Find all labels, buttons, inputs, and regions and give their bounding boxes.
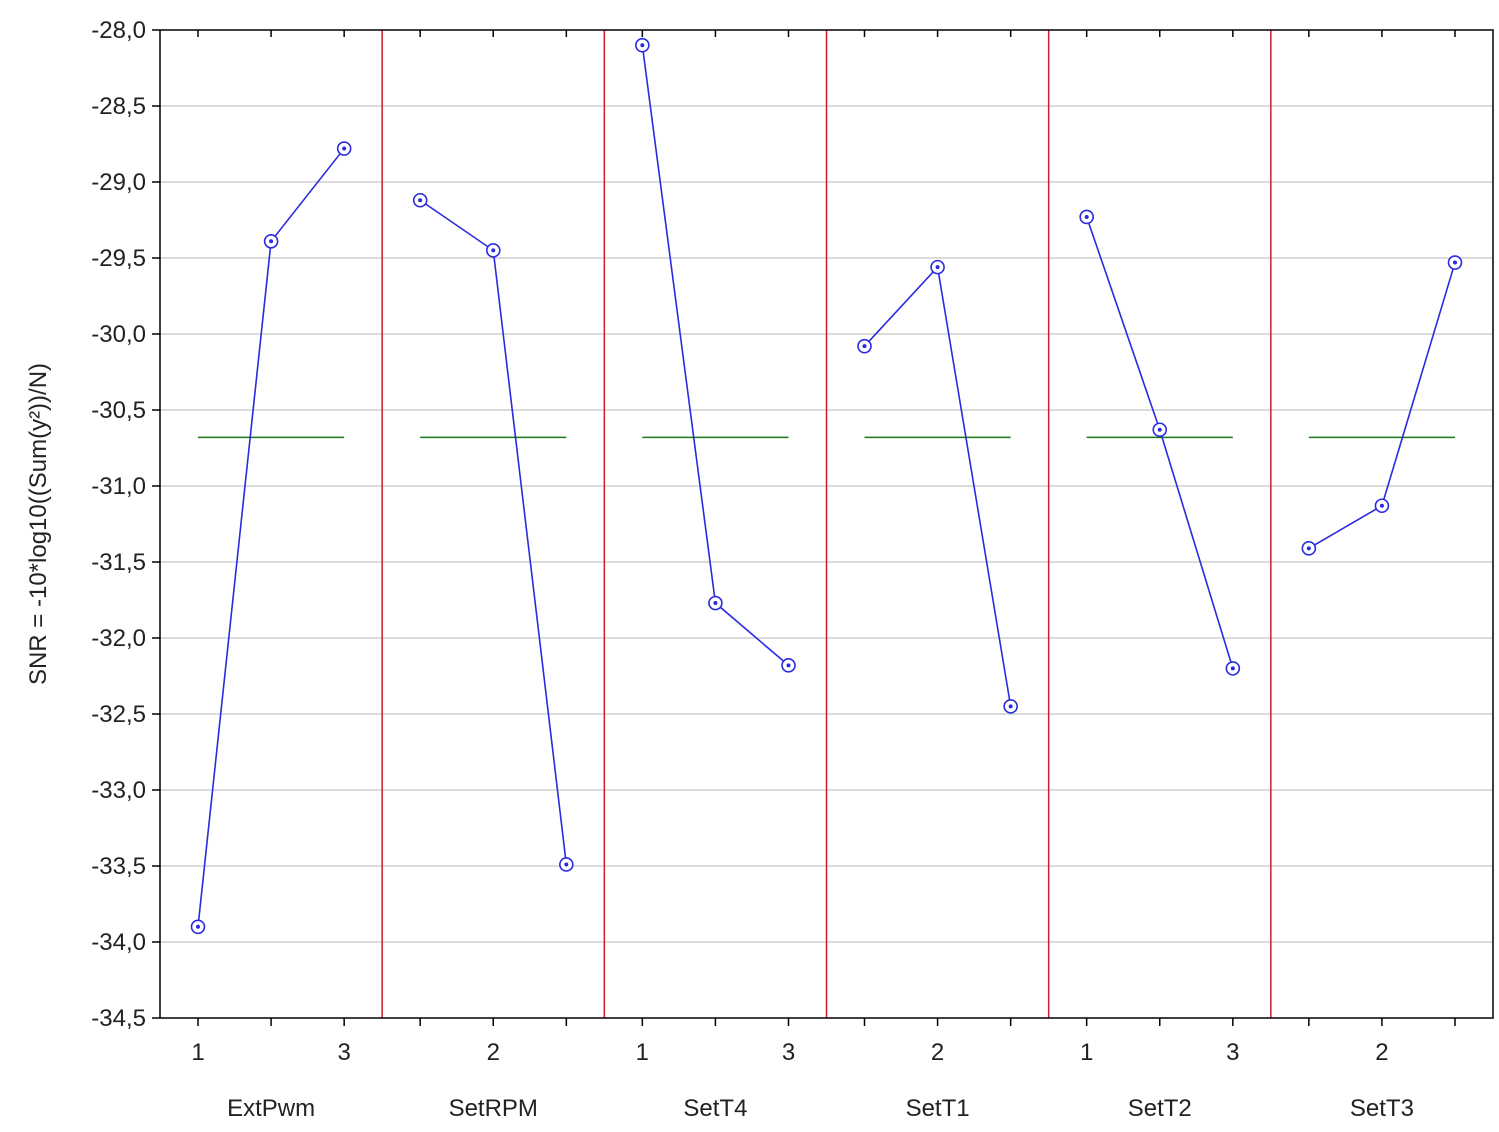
data-point-center <box>1230 666 1235 671</box>
data-point-center <box>1084 214 1089 219</box>
y-tick-label: -34,0 <box>91 929 146 956</box>
data-point-center <box>491 248 496 253</box>
x-tick-label: 2 <box>931 1039 944 1066</box>
y-tick-label: -30,5 <box>91 397 146 424</box>
y-tick-label: -33,5 <box>91 853 146 880</box>
factor-label: SetT1 <box>906 1095 970 1122</box>
y-tick-label: -31,0 <box>91 473 146 500</box>
data-point-center <box>935 265 940 270</box>
factor-label: SetT3 <box>1350 1095 1414 1122</box>
factor-separators <box>381 30 1272 1018</box>
data-point-center <box>564 862 569 867</box>
x-tick-label: 2 <box>1375 1039 1388 1066</box>
x-tick-label: 1 <box>1080 1039 1093 1066</box>
x-tick-label: 3 <box>337 1039 350 1066</box>
data-point-center <box>713 601 718 606</box>
y-axis-title: SNR = -10*log10((Sum(y²))/N) <box>25 363 52 685</box>
plot-frame <box>159 29 1494 1019</box>
y-tick-label: -28,5 <box>91 93 146 120</box>
factor-label: SetT4 <box>683 1095 747 1122</box>
series-line <box>1085 216 1234 669</box>
y-tick-label: -34,5 <box>91 1005 146 1032</box>
data-point-center <box>1008 704 1013 709</box>
y-tick-label: -29,5 <box>91 245 146 272</box>
data-point-center <box>1157 427 1162 432</box>
data-point-center <box>1379 503 1384 508</box>
x-tick-label: 1 <box>191 1039 204 1066</box>
factor-series <box>190 37 1463 935</box>
x-tick-label: 2 <box>487 1039 500 1066</box>
series-line <box>863 265 1012 707</box>
y-tick-label: -31,5 <box>91 549 146 576</box>
y-tick-label: -33,0 <box>91 777 146 804</box>
y-tick-label: -32,5 <box>91 701 146 728</box>
data-point-center <box>1306 546 1311 551</box>
y-tick-label: -30,0 <box>91 321 146 348</box>
data-point-center <box>418 198 423 203</box>
data-point-center <box>862 344 867 349</box>
factor-label: SetT2 <box>1128 1095 1192 1122</box>
x-tick-label: 3 <box>1226 1039 1239 1066</box>
data-point-center <box>342 146 347 151</box>
data-point-center <box>269 239 274 244</box>
y-axis-ticks: -28,0 -28,5 -29,0 -29,5 -30,0 -30,5 -31,0 -31,5… <box>91 17 160 1032</box>
factor-label: SetRPM <box>449 1095 538 1122</box>
data-point-center <box>786 663 791 668</box>
data-point-center <box>1453 260 1457 265</box>
data-point-center <box>640 43 645 48</box>
x-tick-label: 1 <box>636 1039 649 1066</box>
x-axis-ticks: 1 3 2 1 3 2 1 3 2 <box>191 30 1456 1066</box>
series-line <box>197 148 345 927</box>
data-point-center <box>196 924 200 929</box>
y-tick-label: -28,0 <box>91 17 146 44</box>
series-line <box>419 199 568 865</box>
x-tick-label: 3 <box>782 1039 795 1066</box>
factor-labels: ExtPwm SetRPM SetT4 SetT1 SetT2 SetT3 <box>227 1095 1414 1122</box>
factor-label: ExtPwm <box>227 1095 315 1122</box>
series-line <box>641 45 790 666</box>
y-tick-label: -32,0 <box>91 625 146 652</box>
y-tick-label: -29,0 <box>91 169 146 196</box>
